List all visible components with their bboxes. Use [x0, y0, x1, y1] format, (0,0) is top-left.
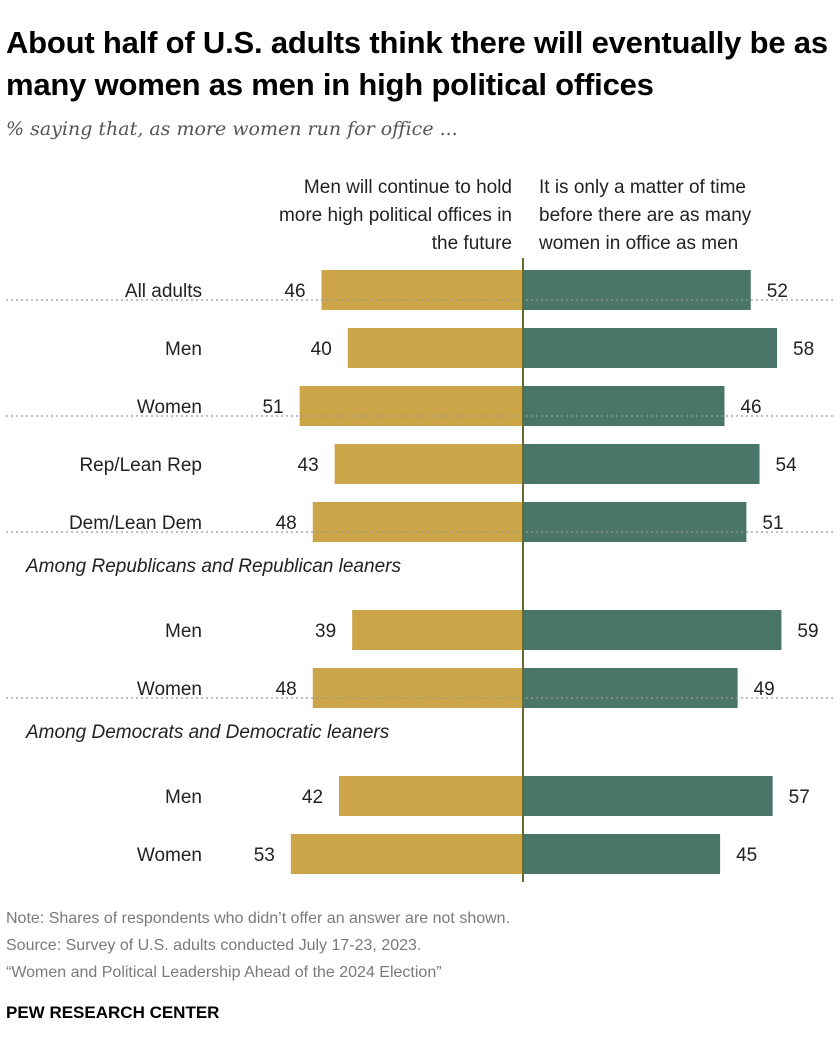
right-bar — [523, 776, 773, 816]
row-label: Men — [165, 339, 202, 360]
left-header-line: Men will continue to hold — [304, 177, 512, 198]
left-bar — [347, 328, 523, 368]
right-header-line: before there are as many — [539, 205, 752, 226]
row-label: Men — [165, 621, 202, 642]
row-label: Women — [137, 845, 202, 866]
left-value-label: 43 — [298, 455, 319, 476]
right-bar — [523, 834, 721, 874]
group-heading: Among Democrats and Democratic leaners — [25, 722, 390, 743]
left-bar — [312, 502, 523, 542]
note-text: Note: Shares of respondents who didn’t o… — [6, 910, 511, 927]
right-bar — [523, 328, 778, 368]
right-value-label: 57 — [789, 787, 810, 808]
row-label: Dem/Lean Dem — [69, 513, 202, 534]
brand-logo-text: PEW RESEARCH CENTER — [6, 1003, 220, 1022]
left-value-label: 40 — [311, 339, 332, 360]
left-bar — [299, 386, 523, 426]
row-label: Rep/Lean Rep — [79, 455, 202, 476]
chart-title: About half of U.S. adults think there wi… — [6, 25, 828, 102]
right-bar — [523, 444, 760, 484]
left-bar — [352, 610, 523, 650]
diverging-bar-chart: Men will continue to hold more high polit… — [6, 177, 834, 882]
right-value-label: 59 — [797, 621, 818, 642]
right-bar — [523, 502, 747, 542]
row-label: Women — [137, 397, 202, 418]
row-label: Men — [165, 787, 202, 808]
left-header-line: more high political offices in — [279, 205, 512, 226]
left-header-line: the future — [432, 233, 512, 254]
right-value-label: 45 — [736, 845, 757, 866]
left-value-label: 46 — [284, 281, 305, 302]
right-value-label: 49 — [754, 679, 775, 700]
right-header-line: It is only a matter of time — [539, 177, 746, 198]
right-value-label: 51 — [762, 513, 783, 534]
right-header-line: women in office as men — [538, 233, 738, 254]
left-bar — [290, 834, 523, 874]
right-bar — [523, 386, 725, 426]
right-value-label: 46 — [740, 397, 761, 418]
left-bar — [334, 444, 523, 484]
left-bar — [339, 776, 523, 816]
left-bar — [321, 270, 523, 310]
right-value-label: 58 — [793, 339, 814, 360]
left-value-label: 48 — [276, 513, 297, 534]
chart-subtitle: % saying that, as more women run for off… — [6, 118, 458, 140]
right-value-label: 52 — [767, 281, 788, 302]
left-bar — [312, 668, 523, 708]
report-title-text: “Women and Political Leadership Ahead of… — [6, 964, 442, 981]
row-label: All adults — [125, 281, 202, 302]
source-text: Source: Survey of U.S. adults conducted … — [6, 937, 422, 954]
left-value-label: 39 — [315, 621, 336, 642]
left-value-label: 42 — [302, 787, 323, 808]
right-value-label: 54 — [776, 455, 798, 476]
right-bar — [523, 668, 738, 708]
left-value-label: 51 — [262, 397, 283, 418]
right-bar — [523, 610, 782, 650]
right-bar — [523, 270, 751, 310]
left-value-label: 48 — [276, 679, 297, 700]
row-label: Women — [137, 679, 202, 700]
left-value-label: 53 — [254, 845, 275, 866]
group-heading: Among Republicans and Republican leaners — [25, 556, 401, 577]
